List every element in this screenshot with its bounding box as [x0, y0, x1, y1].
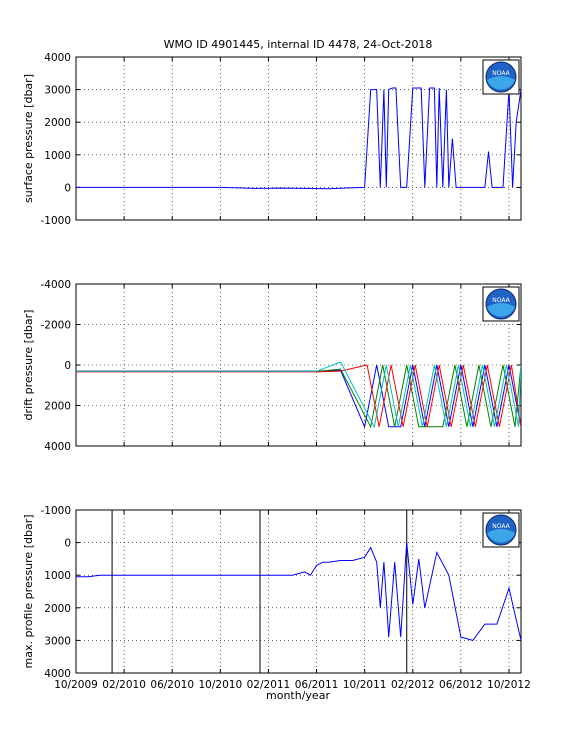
x-tick-label: 06/2010 — [150, 679, 194, 691]
plot-area — [75, 509, 522, 674]
y-tick-label: 0 — [64, 360, 71, 372]
plot-area — [75, 283, 522, 447]
y-tick-label: 3000 — [44, 635, 71, 647]
y-tick-label: 4000 — [44, 441, 71, 453]
y-axis-label: max. profile pressure [dbar] — [22, 514, 35, 668]
figure-title: WMO ID 4901445, internal ID 4478, 24-Oct… — [164, 38, 433, 51]
y-tick-label: -4000 — [40, 279, 71, 291]
x-tick-label: 02/2012 — [391, 679, 435, 691]
x-tick-label: 10/2011 — [343, 679, 387, 691]
y-tick-label: 1000 — [44, 150, 71, 162]
x-tick-label: 10/2009 — [54, 679, 98, 691]
plot-area — [75, 56, 522, 221]
noaa-logo: NOAA — [482, 286, 520, 322]
panel-3: 10/2009 02/2010 06/2010 10/2010 02/2011 06/20… — [22, 505, 531, 691]
noaa-logo-text: NOAA — [492, 297, 510, 304]
y-tick-label: 0 — [64, 538, 71, 550]
y-tick-label: 4000 — [44, 52, 71, 64]
y-tick-label: 4000 — [44, 668, 71, 680]
panel-2: -4000 -2000 0 2000 4000 drift pressure [dbar]… — [22, 279, 522, 453]
y-axis-label: surface pressure [dbar] — [22, 74, 35, 203]
x-tick-label: 10/2010 — [199, 679, 243, 691]
y-tick-label: -1000 — [40, 215, 71, 227]
y-tick-label: 1000 — [44, 570, 71, 582]
y-tick-label: -1000 — [40, 505, 71, 517]
y-tick-label: 2000 — [44, 401, 71, 413]
x-axis-label: month/year — [266, 689, 330, 702]
y-tick-label: 0 — [64, 182, 71, 194]
x-tick-label: 10/2012 — [487, 679, 531, 691]
panel-1: -1000 0 1000 2000 3000 4000 surface pressure [… — [22, 52, 522, 227]
y-tick-label: -2000 — [40, 320, 71, 332]
y-tick-label: 3000 — [44, 85, 71, 97]
y-tick-label: 2000 — [44, 117, 71, 129]
series-line — [76, 361, 521, 429]
series-line — [76, 364, 521, 427]
noaa-logo: NOAA — [482, 59, 520, 95]
y-axis-label: drift pressure [dbar] — [22, 310, 35, 421]
series-line — [76, 87, 521, 190]
x-tick-label: 02/2011 — [247, 679, 291, 691]
x-tick-label: 06/2012 — [439, 679, 483, 691]
noaa-logo: NOAA — [482, 512, 520, 548]
series-line — [76, 542, 521, 641]
x-tick-label: 02/2010 — [102, 679, 146, 691]
noaa-logo-text: NOAA — [492, 523, 510, 530]
y-tick-label: 2000 — [44, 603, 71, 615]
x-tick-label: 06/2011 — [295, 679, 339, 691]
noaa-logo-text: NOAA — [492, 70, 510, 77]
